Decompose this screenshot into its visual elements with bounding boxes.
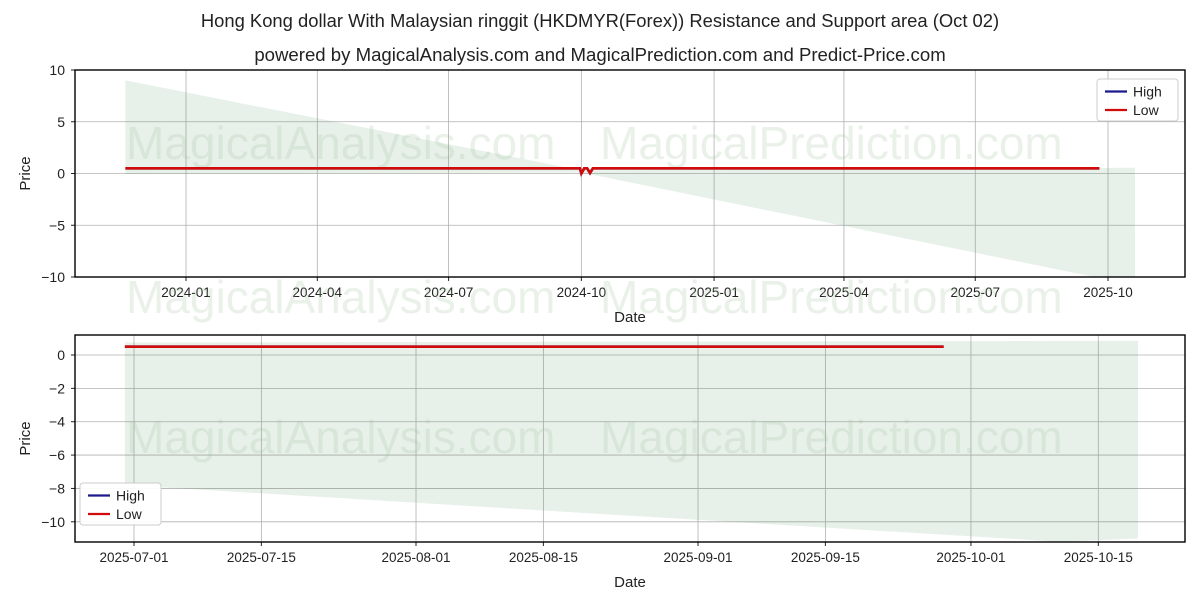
svg-text:0: 0 — [57, 166, 65, 182]
svg-text:−2: −2 — [49, 380, 65, 396]
svg-text:High: High — [116, 488, 145, 504]
svg-text:2025-10: 2025-10 — [1083, 285, 1133, 300]
svg-text:2025-08-15: 2025-08-15 — [509, 550, 578, 565]
svg-text:Low: Low — [116, 506, 143, 522]
svg-text:−8: −8 — [49, 480, 65, 496]
svg-text:0: 0 — [57, 347, 65, 363]
svg-text:Price: Price — [17, 421, 34, 455]
svg-text:2025-08-01: 2025-08-01 — [381, 550, 450, 565]
svg-text:2025-09-15: 2025-09-15 — [791, 550, 860, 565]
svg-text:MagicalAnalysis.com: MagicalAnalysis.com — [126, 271, 555, 323]
svg-text:5: 5 — [57, 114, 65, 130]
svg-text:MagicalAnalysis.com: MagicalAnalysis.com — [126, 117, 555, 169]
svg-text:−6: −6 — [49, 447, 65, 463]
svg-text:2025-07-15: 2025-07-15 — [227, 550, 296, 565]
svg-text:2024-10: 2024-10 — [557, 285, 607, 300]
svg-text:−10: −10 — [41, 514, 65, 530]
svg-text:Date: Date — [614, 309, 646, 326]
svg-text:MagicalPrediction.com: MagicalPrediction.com — [600, 117, 1063, 169]
svg-text:10: 10 — [49, 62, 65, 78]
svg-text:MagicalPrediction.com: MagicalPrediction.com — [600, 271, 1063, 323]
svg-text:MagicalPrediction.com: MagicalPrediction.com — [600, 411, 1063, 463]
svg-text:2025-10-01: 2025-10-01 — [936, 550, 1005, 565]
svg-text:2025-09-01: 2025-09-01 — [663, 550, 732, 565]
svg-text:−4: −4 — [49, 414, 65, 430]
svg-text:High: High — [1133, 84, 1162, 100]
svg-text:−10: −10 — [41, 269, 65, 285]
svg-text:2025-07-01: 2025-07-01 — [99, 550, 168, 565]
svg-text:Price: Price — [17, 156, 34, 190]
svg-text:Low: Low — [1133, 102, 1160, 118]
svg-text:2025-10-15: 2025-10-15 — [1064, 550, 1133, 565]
svg-text:MagicalAnalysis.com: MagicalAnalysis.com — [126, 411, 555, 463]
svg-text:Date: Date — [614, 574, 646, 591]
svg-text:−5: −5 — [49, 217, 65, 233]
